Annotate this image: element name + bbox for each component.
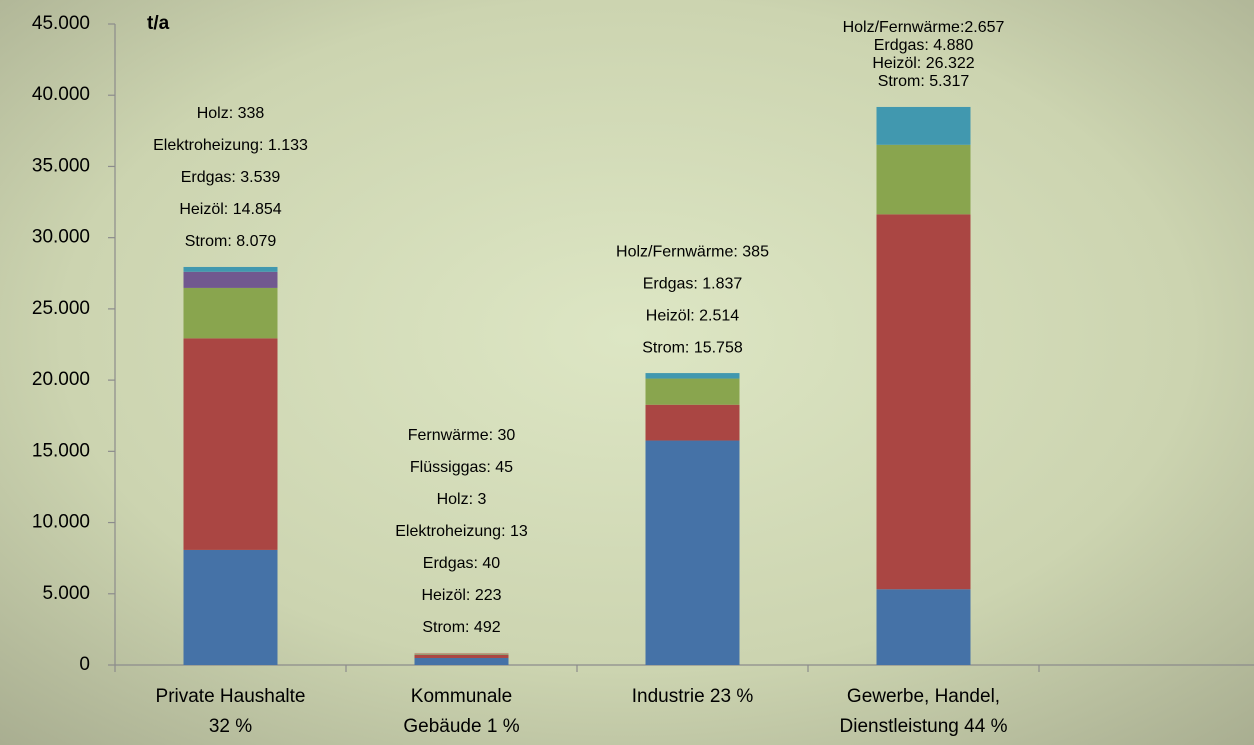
y-tick-label: 10.000 — [32, 512, 90, 533]
value-label: Holz: 3 — [437, 491, 487, 508]
value-label: Holz: 338 — [197, 105, 265, 122]
value-label: Heizöl: 14.854 — [179, 201, 281, 218]
y-axis-label: t/a — [147, 13, 170, 34]
value-label: Strom: 5.317 — [878, 73, 970, 90]
bar-segment — [183, 287, 278, 339]
value-label: Heizöl: 2.514 — [646, 307, 739, 324]
value-label: Strom: 492 — [422, 619, 500, 636]
value-label: Holz/Fernwärme: 385 — [616, 243, 769, 260]
value-label: Fernwärme: 30 — [408, 427, 516, 444]
bar-segment — [414, 654, 509, 658]
x-tick-label: 32 % — [209, 716, 252, 737]
x-tick-label: Private Haushalte — [156, 686, 306, 707]
bar-segment — [876, 144, 971, 215]
x-tick-label: Kommunale — [411, 686, 512, 707]
bar-segment — [645, 404, 740, 441]
x-tick-label: Gewerbe, Handel, — [847, 686, 1000, 707]
y-tick-label: 5.000 — [42, 583, 90, 604]
bar-segment — [645, 440, 740, 665]
y-tick-label: 40.000 — [32, 84, 90, 105]
x-tick-label: Dienstleistung 44 % — [840, 716, 1008, 737]
value-label: Heizöl: 26.322 — [872, 55, 974, 72]
x-tick-label: Industrie 23 % — [632, 686, 754, 707]
y-tick-label: 15.000 — [32, 440, 90, 461]
value-label: Erdgas: 1.837 — [643, 275, 743, 292]
y-tick-label: 25.000 — [32, 298, 90, 319]
bar-segment — [414, 654, 509, 655]
bar-segment — [645, 373, 740, 379]
bar-segment — [876, 214, 971, 590]
value-label: Strom: 15.758 — [642, 339, 743, 356]
bar-segment — [876, 589, 971, 665]
bar-segment — [645, 378, 740, 405]
bar-segment — [414, 657, 509, 665]
value-label: Holz/Fernwärme:2.657 — [843, 19, 1005, 36]
bar-segment — [183, 549, 278, 665]
value-label: Erdgas: 3.539 — [181, 169, 281, 186]
y-tick-label: 45.000 — [32, 13, 90, 34]
bar-segment — [183, 271, 278, 288]
value-label: Strom: 8.079 — [185, 233, 277, 250]
y-tick-label: 35.000 — [32, 155, 90, 176]
y-tick-label: 0 — [79, 654, 90, 675]
x-tick-label: Gebäude 1 % — [403, 716, 519, 737]
y-tick-label: 30.000 — [32, 227, 90, 248]
value-label: Erdgas: 40 — [423, 555, 500, 572]
y-tick-label: 20.000 — [32, 369, 90, 390]
value-label: Elektroheizung: 13 — [395, 523, 528, 540]
value-label: Heizöl: 223 — [421, 587, 501, 604]
value-label: Erdgas: 4.880 — [874, 37, 974, 54]
bar-segment — [183, 338, 278, 550]
bar-segment — [414, 653, 509, 655]
value-label: Flüssiggas: 45 — [410, 459, 513, 476]
bar-segment — [876, 106, 971, 145]
bar-segment — [183, 266, 278, 272]
value-label: Elektroheizung: 1.133 — [153, 137, 308, 154]
